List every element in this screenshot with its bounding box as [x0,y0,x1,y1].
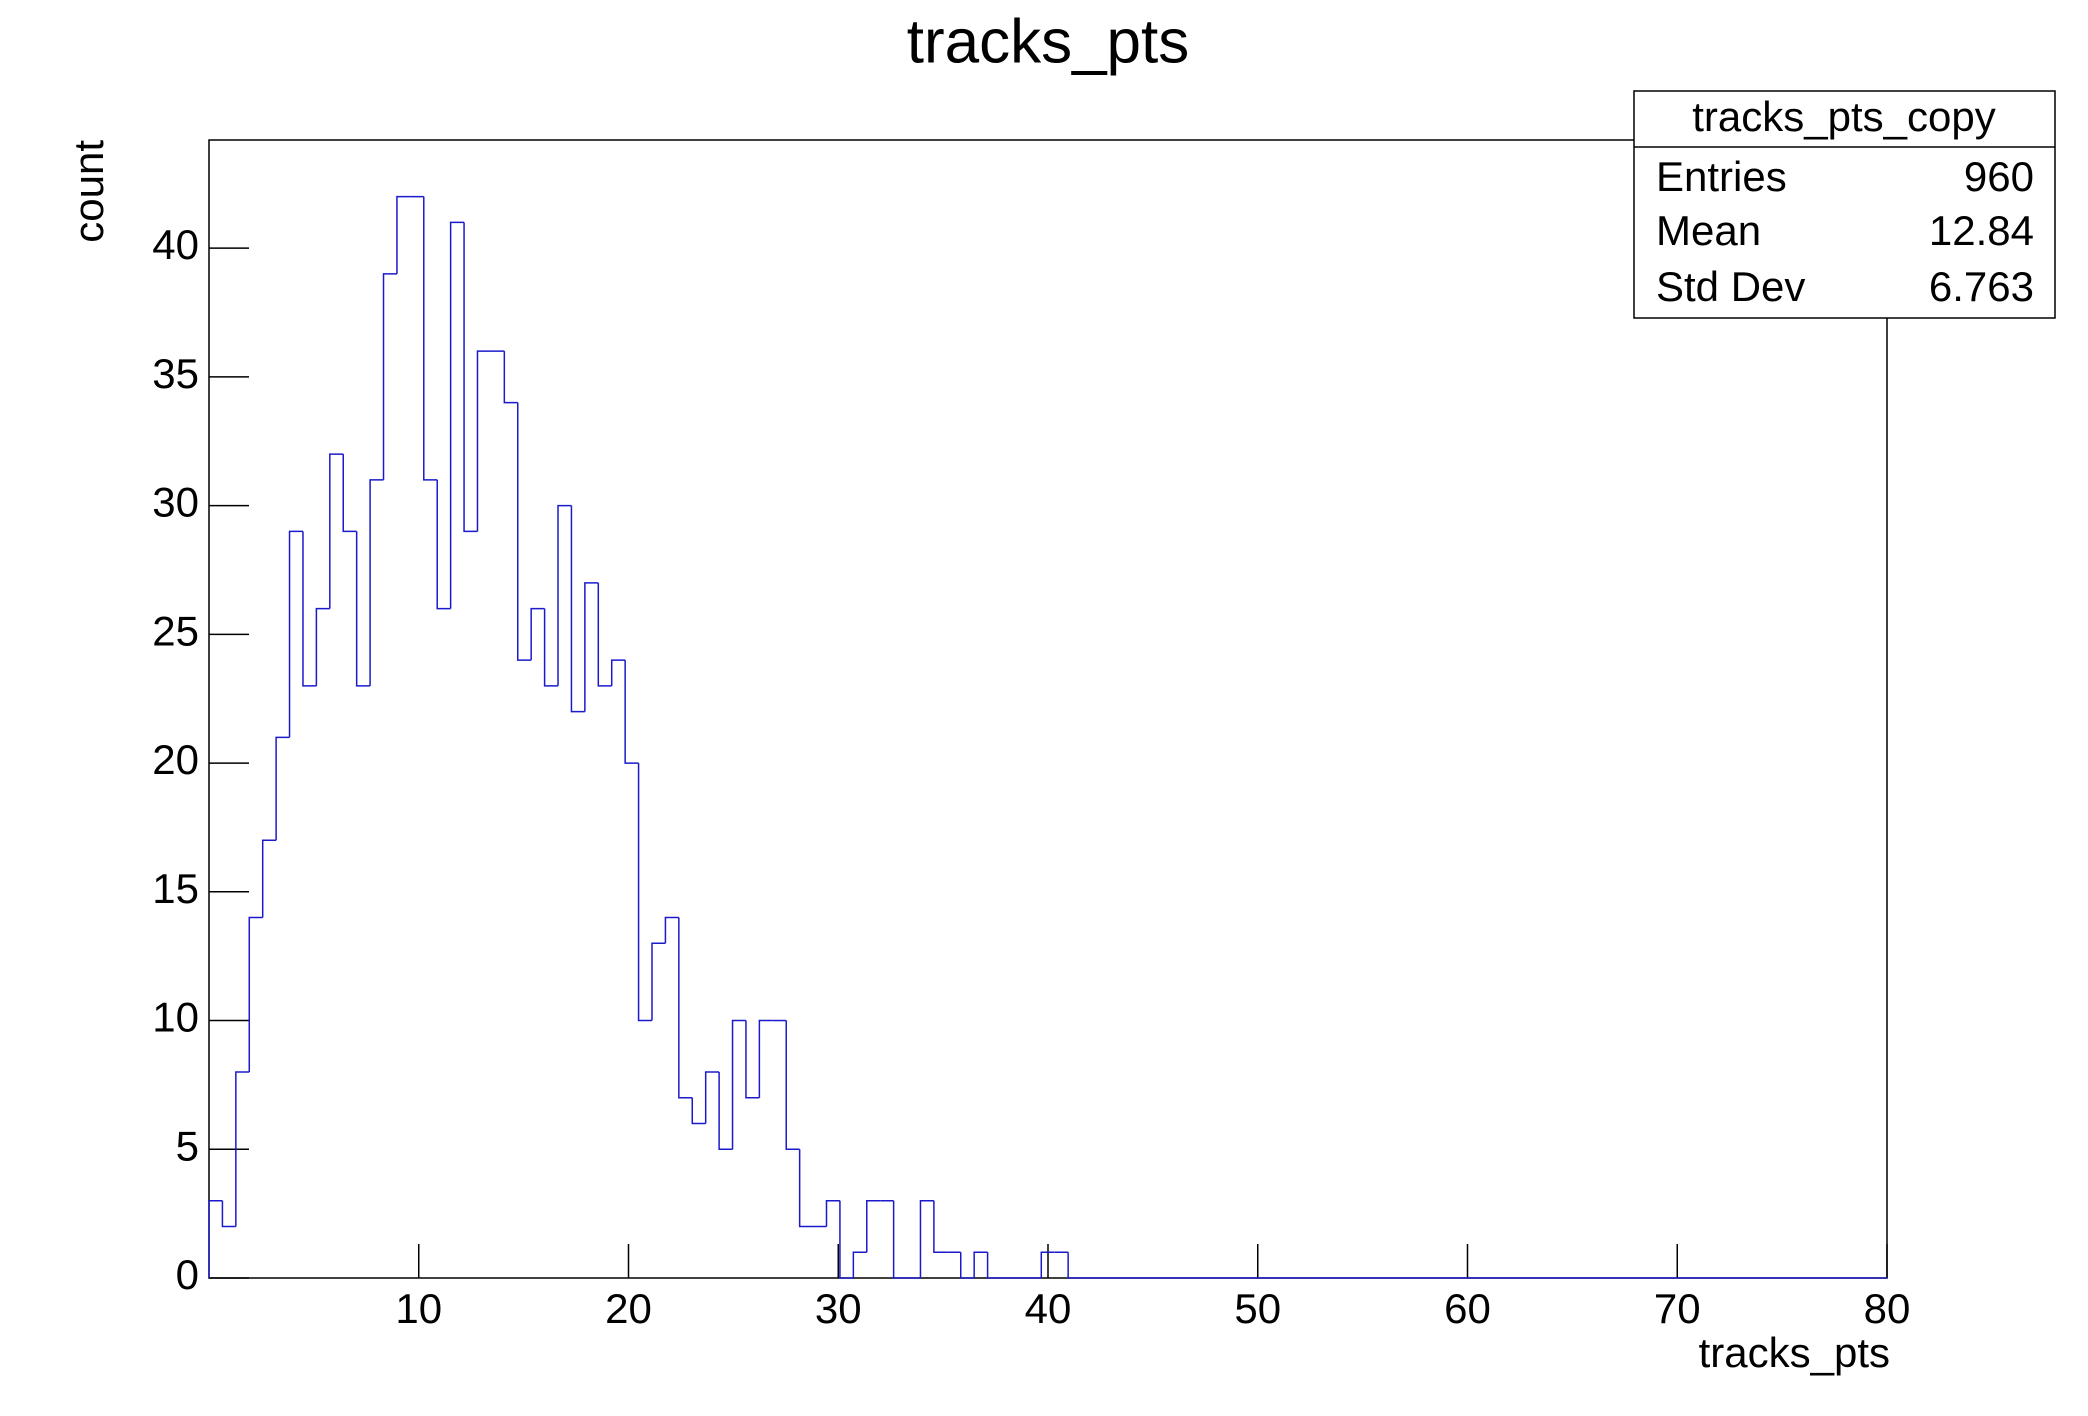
stats-value: 6.763 [1929,263,2034,310]
histogram-bin [436,479,451,610]
x-tick-label: 30 [815,1285,862,1332]
histogram-bin [758,1019,773,1098]
stats-title: tracks_pts_copy [1692,93,1995,140]
histogram-bin [288,530,303,738]
histogram-bin [825,1200,840,1227]
y-tick-label: 30 [152,479,199,526]
histogram-bin [329,453,344,609]
histogram-bin [986,1252,1002,1279]
histogram-bin [651,942,666,1021]
stats-value: 960 [1964,153,2034,200]
stats-label: Entries [1656,153,1787,200]
histogram-bin [691,1097,706,1125]
histogram-bin [785,1020,800,1151]
histogram-bin [597,582,612,687]
x-tick-label: 10 [395,1285,442,1332]
histogram-bin [342,454,357,533]
y-tick-label: 40 [152,221,199,268]
x-axis-title: tracks_pts [1699,1329,1890,1376]
histogram-bin [503,351,518,404]
histogram-bin [463,222,478,533]
x-tick-label: 80 [1864,1285,1911,1332]
histogram-bin [973,1251,988,1278]
y-tick-label: 35 [152,350,199,397]
histogram-bin [543,608,559,687]
histogram-bin [959,1252,975,1279]
histogram-bin [570,505,585,713]
histogram-bin [678,917,693,1099]
stats-box: tracks_pts_copy Entries 960 Mean 12.84 S… [1633,90,2056,319]
stats-value: 12.84 [1929,207,2034,254]
histogram-bin [355,531,371,687]
y-tick-label: 0 [176,1251,199,1298]
histogram-bin [1040,1251,1055,1278]
y-tick-label: 10 [152,994,199,1041]
histogram-bin [718,1072,733,1151]
x-tick-label: 60 [1444,1285,1491,1332]
histogram-bin [731,1019,746,1150]
y-tick-label: 15 [152,865,199,912]
histogram-bin [1067,1252,1082,1279]
histogram-bin [852,1251,867,1278]
histogram-bin [892,1200,908,1279]
stats-label: Std Dev [1656,263,1805,310]
histogram-bin [208,1200,223,1278]
histogram-bin [704,1071,720,1124]
histogram-bin [798,1149,814,1228]
histogram-bin [235,1071,250,1227]
histogram-bin [530,607,545,661]
histogram-bin [261,839,277,918]
histogram-bin [664,916,679,944]
x-tick-label: 20 [605,1285,652,1332]
stats-frame [1633,90,2056,319]
histogram-bin [584,582,599,712]
histogram-bin [221,1200,236,1228]
y-axis-title: count [65,140,112,243]
x-tick-label: 40 [1025,1285,1072,1332]
histogram-bin [369,479,384,686]
x-tick-label: 70 [1654,1285,1701,1332]
y-tick-label: 25 [152,607,199,654]
histogram-bin [517,402,532,661]
histogram-bin [839,1200,854,1279]
histogram-bin [476,350,491,532]
histogram-bin [315,607,330,686]
histogram-bin [624,660,639,764]
histogram-bin [449,221,465,609]
histogram-bin [248,916,263,1073]
histogram-bin [302,531,317,687]
y-tick-label: 5 [176,1122,199,1169]
histogram-bin [275,736,290,841]
stats-label: Mean [1656,207,1761,254]
histogram-bin [557,504,572,686]
x-tick-label: 50 [1234,1285,1281,1332]
histogram-bin [423,196,438,481]
histogram-bin [610,659,626,686]
chart-title: tracks_pts [907,7,1190,76]
histogram-bin [745,1020,760,1099]
histogram-bin [637,763,652,1022]
histogram-bin [396,195,411,274]
histogram-bin [919,1200,934,1278]
histogram-bin [382,273,397,480]
histogram-bin [866,1200,881,1253]
histogram-bin [933,1200,948,1253]
y-tick-label: 20 [152,736,199,783]
